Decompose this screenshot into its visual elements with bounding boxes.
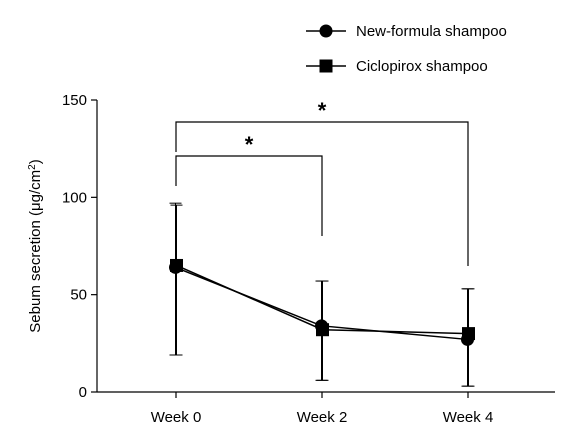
legend-label: New-formula shampoo [356, 23, 507, 40]
legend: New-formula shampoo Ciclopirox shampoo [306, 23, 507, 75]
legend-circle-marker [319, 24, 333, 38]
y-axis-title-tail: ) [27, 159, 44, 164]
legend-label: Ciclopirox shampoo [356, 58, 488, 75]
significance-label: * [245, 132, 254, 157]
y-axis-title-main: Sebum secretion (μg/cm [27, 170, 44, 333]
data-point-square [316, 323, 329, 337]
legend-square-marker [319, 59, 333, 73]
y-axis-title: Sebum secretion (μg/cm2) [27, 159, 45, 332]
significance-bracket [175, 121, 469, 266]
series-group [169, 202, 475, 387]
significance-brackets: ** [175, 98, 469, 266]
y-axis-title-sup: 2 [27, 164, 38, 170]
legend-item: Ciclopirox shampoo [306, 58, 488, 75]
x-tick-label: Week 4 [443, 409, 494, 426]
y-tick-label: 0 [79, 384, 87, 401]
axes [96, 100, 555, 393]
data-point-square [462, 327, 475, 341]
y-tick-label: 50 [70, 287, 87, 304]
y-tick-label: 150 [62, 92, 87, 109]
x-tick-label: Week 0 [151, 409, 202, 426]
series-ciclopirox [170, 204, 475, 387]
x-tick-label: Week 2 [297, 409, 348, 426]
significance-label: * [318, 98, 327, 123]
y-tick-label: 100 [62, 189, 87, 206]
data-point-square [170, 258, 183, 272]
legend-item: New-formula shampoo [306, 23, 507, 40]
x-ticks: Week 0 Week 2 Week 4 [151, 392, 494, 426]
y-ticks: 0 50 100 150 [62, 92, 97, 401]
significance-bracket [175, 155, 323, 236]
